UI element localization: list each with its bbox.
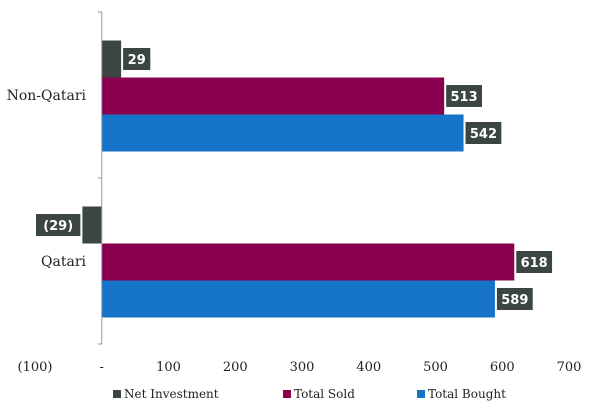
x-tick-label: 700 <box>557 360 582 375</box>
bar-net-investment-non-qatari <box>101 40 122 78</box>
legend-label-total-sold: Total Sold <box>294 387 355 401</box>
legend-label-total-bought: Total Bought <box>428 387 506 401</box>
category-label-non-qatari: Non-Qatari <box>7 88 87 104</box>
data-label-box-net-investment-qatari <box>35 214 81 236</box>
data-label-box-total-bought-qatari <box>496 288 533 310</box>
legend: Net Investment Total Sold Total Bought <box>113 387 506 401</box>
data-label-net-investment-qatari: (29) <box>43 219 73 234</box>
data-label-box-total-sold-qatari <box>516 251 553 273</box>
x-tick-label: 600 <box>490 360 515 375</box>
legend-swatch-total-sold <box>283 390 291 398</box>
bar-total-bought-qatari <box>101 280 495 318</box>
legend-label-net-investment: Net Investment <box>124 387 219 401</box>
data-label-box-total-bought-non-qatari <box>465 122 502 144</box>
data-label-total-bought-qatari: 589 <box>501 293 528 308</box>
bar-total-sold-non-qatari <box>101 77 445 115</box>
bar-total-sold-qatari <box>101 243 515 281</box>
x-tick-label: 200 <box>223 360 248 375</box>
x-tick-label: 300 <box>290 360 315 375</box>
legend-swatch-total-bought <box>417 390 425 398</box>
data-label-total-bought-non-qatari: 542 <box>470 127 497 142</box>
legend-swatch-net-investment <box>113 390 121 398</box>
bars-layer <box>82 40 515 318</box>
data-label-total-sold-qatari: 618 <box>521 256 548 271</box>
bar-net-investment-qatari <box>82 206 102 244</box>
x-tick-label: - <box>100 360 104 375</box>
category-label-qatari: Qatari <box>41 254 86 270</box>
x-tick-label: 400 <box>356 360 381 375</box>
bar-total-bought-non-qatari <box>101 114 464 152</box>
x-tick-label: 500 <box>423 360 448 375</box>
x-tick-label: 100 <box>156 360 181 375</box>
data-labels-layer: 29 513 542 (29) 618 589 <box>35 48 553 310</box>
data-label-box-net-investment-non-qatari <box>123 48 151 70</box>
axis-layer: Non-Qatari Qatari (100) - 100 200 300 400 500 600… <box>7 11 582 375</box>
data-label-box-total-sold-non-qatari <box>446 85 482 107</box>
x-tick-label: (100) <box>18 360 53 375</box>
data-label-total-sold-non-qatari: 513 <box>451 90 478 105</box>
data-label-net-investment-non-qatari: 29 <box>128 53 146 68</box>
